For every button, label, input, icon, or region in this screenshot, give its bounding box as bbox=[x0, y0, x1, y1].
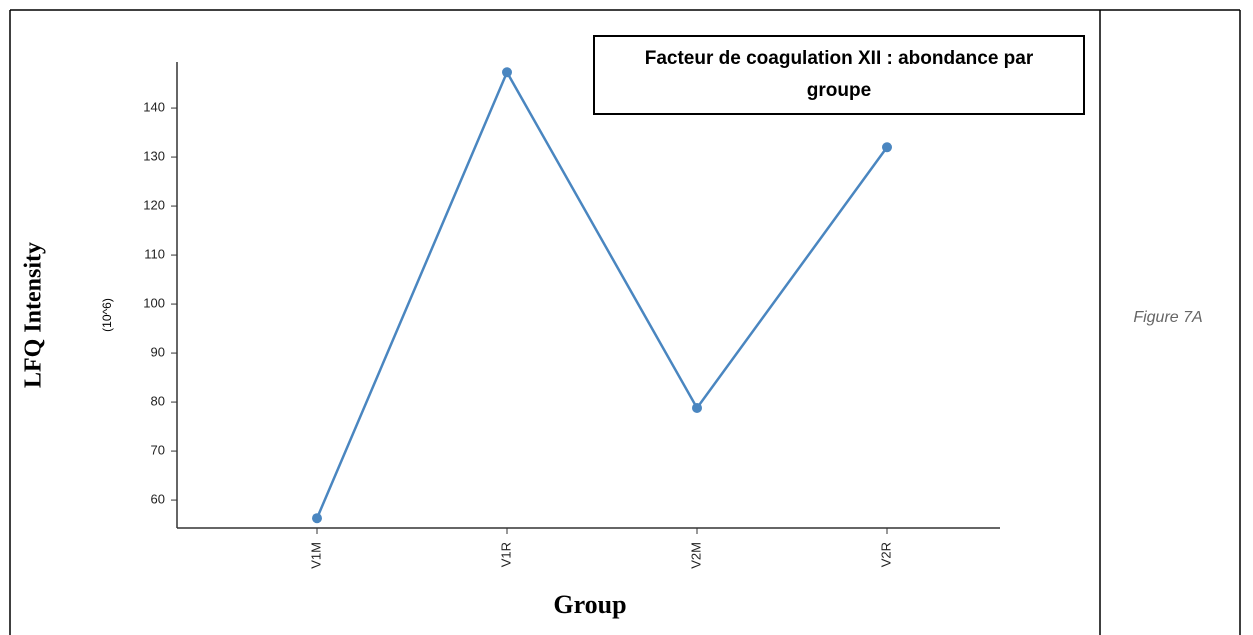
y-tick-label: 70 bbox=[151, 443, 165, 458]
point bbox=[692, 402, 702, 413]
caption: Figure 7A bbox=[1133, 309, 1202, 326]
x-tick-label: V2R bbox=[878, 542, 893, 567]
y-tick-label: 130 bbox=[143, 148, 165, 163]
y-tick-label: 90 bbox=[151, 345, 165, 360]
y-tick-label: 140 bbox=[143, 99, 165, 114]
x-tick-label: V1R bbox=[498, 542, 513, 567]
y-tick-label: 120 bbox=[143, 198, 165, 213]
x-tick-label: V1M bbox=[308, 542, 323, 569]
y-tick-label: 110 bbox=[144, 247, 165, 262]
y-tick-label: 100 bbox=[143, 296, 165, 311]
point bbox=[882, 142, 892, 153]
y-tick-label: 60 bbox=[151, 492, 165, 507]
point bbox=[502, 67, 512, 78]
point bbox=[312, 513, 322, 524]
x-tick-label: V2M bbox=[688, 542, 703, 569]
y-unit: (10^6) bbox=[100, 298, 114, 332]
x-axis-label: Group bbox=[553, 590, 626, 619]
line bbox=[315, 69, 889, 519]
y-tick-label: 80 bbox=[151, 394, 165, 409]
chart-title: Facteur de coagulation XII : abondance p… bbox=[593, 35, 1085, 115]
y-axis-label: LFQ Intensity bbox=[21, 242, 47, 388]
